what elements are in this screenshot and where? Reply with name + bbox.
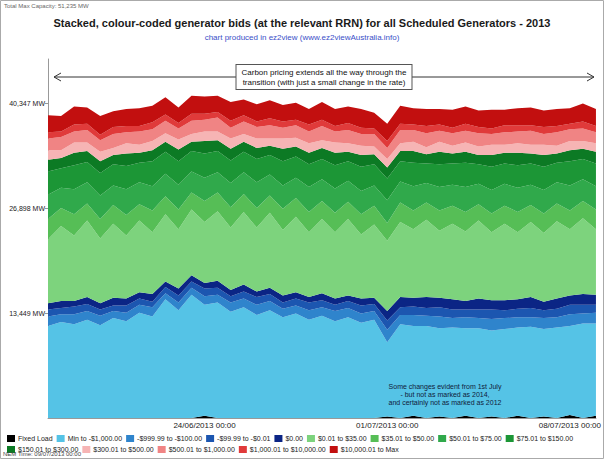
- svg-text:26,898 MW: 26,898 MW: [9, 205, 45, 212]
- svg-text:Stacked, colour-coded generato: Stacked, colour-coded generator bids (at…: [54, 17, 551, 29]
- svg-text:and certainly not as marked as: and certainly not as marked as 2012: [389, 399, 502, 407]
- svg-text:transition (with just a small: transition (with just a small change in …: [243, 78, 406, 87]
- svg-text:$0.01 to $35.00: $0.01 to $35.00: [318, 435, 367, 442]
- svg-text:NEM Time: 09/07/2013 00:00: NEM Time: 09/07/2013 00:00: [3, 451, 82, 457]
- svg-text:$75.01 to $150.00: $75.01 to $150.00: [517, 435, 574, 442]
- svg-text:08/07/2013 00:00: 08/07/2013 00:00: [539, 421, 602, 430]
- svg-text:Fixed Load: Fixed Load: [18, 435, 53, 442]
- svg-text:$50.01 to $75.00: $50.01 to $75.00: [449, 435, 502, 442]
- svg-text:- but not as marked as 2014,: - but not as marked as 2014,: [400, 391, 489, 398]
- svg-text:$0.00: $0.00: [285, 435, 303, 442]
- svg-text:$10,000.01 to Max: $10,000.01 to Max: [341, 446, 399, 453]
- svg-text:Some changes evident from 1st: Some changes evident from 1st July: [389, 383, 502, 391]
- svg-text:$300.01 to $500.00: $300.01 to $500.00: [93, 446, 153, 453]
- svg-text:01/07/2013 00:00: 01/07/2013 00:00: [356, 421, 419, 430]
- svg-text:$35.01 to $50.00: $35.01 to $50.00: [382, 435, 435, 442]
- svg-text:$1,000.01 to $10,000.00: $1,000.01 to $10,000.00: [250, 446, 326, 453]
- svg-text:-$999.99 to -$100.00: -$999.99 to -$100.00: [137, 435, 202, 442]
- svg-text:13,449 MW: 13,449 MW: [9, 310, 45, 317]
- svg-text:chart produced in ez2view (www: chart produced in ez2view (www.ez2viewAu…: [205, 33, 400, 42]
- svg-text:Carbon pricing extends all the: Carbon pricing extends all the way throu…: [242, 68, 408, 77]
- svg-text:Min to -$1,000.00: Min to -$1,000.00: [68, 435, 123, 442]
- svg-text:40,347 MW: 40,347 MW: [9, 100, 45, 107]
- svg-text:24/06/2013 00:00: 24/06/2013 00:00: [173, 421, 236, 430]
- svg-text:$150.01 to $300.00: $150.01 to $300.00: [18, 446, 79, 453]
- svg-text:-$99.99 to -$0.01: -$99.99 to -$0.01: [217, 435, 270, 442]
- svg-text:Total Max Capacity: 51,235 MW: Total Max Capacity: 51,235 MW: [4, 3, 89, 9]
- svg-text:$500.01 to $1,000.00: $500.01 to $1,000.00: [169, 446, 235, 453]
